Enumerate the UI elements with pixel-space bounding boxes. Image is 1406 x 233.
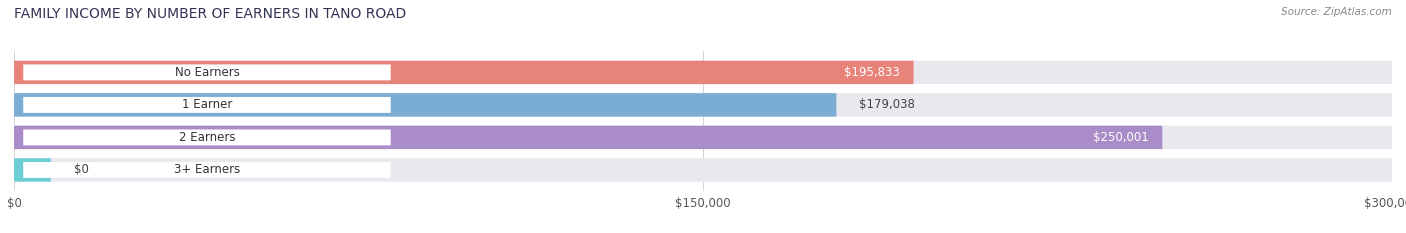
FancyBboxPatch shape bbox=[14, 61, 1392, 84]
FancyBboxPatch shape bbox=[24, 97, 391, 113]
Text: 3+ Earners: 3+ Earners bbox=[174, 163, 240, 176]
FancyBboxPatch shape bbox=[24, 162, 391, 178]
Text: No Earners: No Earners bbox=[174, 66, 239, 79]
Text: $0: $0 bbox=[73, 163, 89, 176]
FancyBboxPatch shape bbox=[14, 158, 51, 182]
FancyBboxPatch shape bbox=[24, 130, 391, 145]
FancyBboxPatch shape bbox=[14, 126, 1163, 149]
Text: $195,833: $195,833 bbox=[844, 66, 900, 79]
FancyBboxPatch shape bbox=[24, 65, 391, 80]
FancyBboxPatch shape bbox=[14, 93, 837, 116]
Text: 1 Earner: 1 Earner bbox=[181, 98, 232, 111]
FancyBboxPatch shape bbox=[14, 126, 1392, 149]
Text: $250,001: $250,001 bbox=[1092, 131, 1149, 144]
Text: $179,038: $179,038 bbox=[859, 98, 915, 111]
FancyBboxPatch shape bbox=[14, 158, 1392, 182]
FancyBboxPatch shape bbox=[14, 61, 914, 84]
Text: FAMILY INCOME BY NUMBER OF EARNERS IN TANO ROAD: FAMILY INCOME BY NUMBER OF EARNERS IN TA… bbox=[14, 7, 406, 21]
FancyBboxPatch shape bbox=[14, 93, 1392, 116]
Text: Source: ZipAtlas.com: Source: ZipAtlas.com bbox=[1281, 7, 1392, 17]
Text: 2 Earners: 2 Earners bbox=[179, 131, 235, 144]
